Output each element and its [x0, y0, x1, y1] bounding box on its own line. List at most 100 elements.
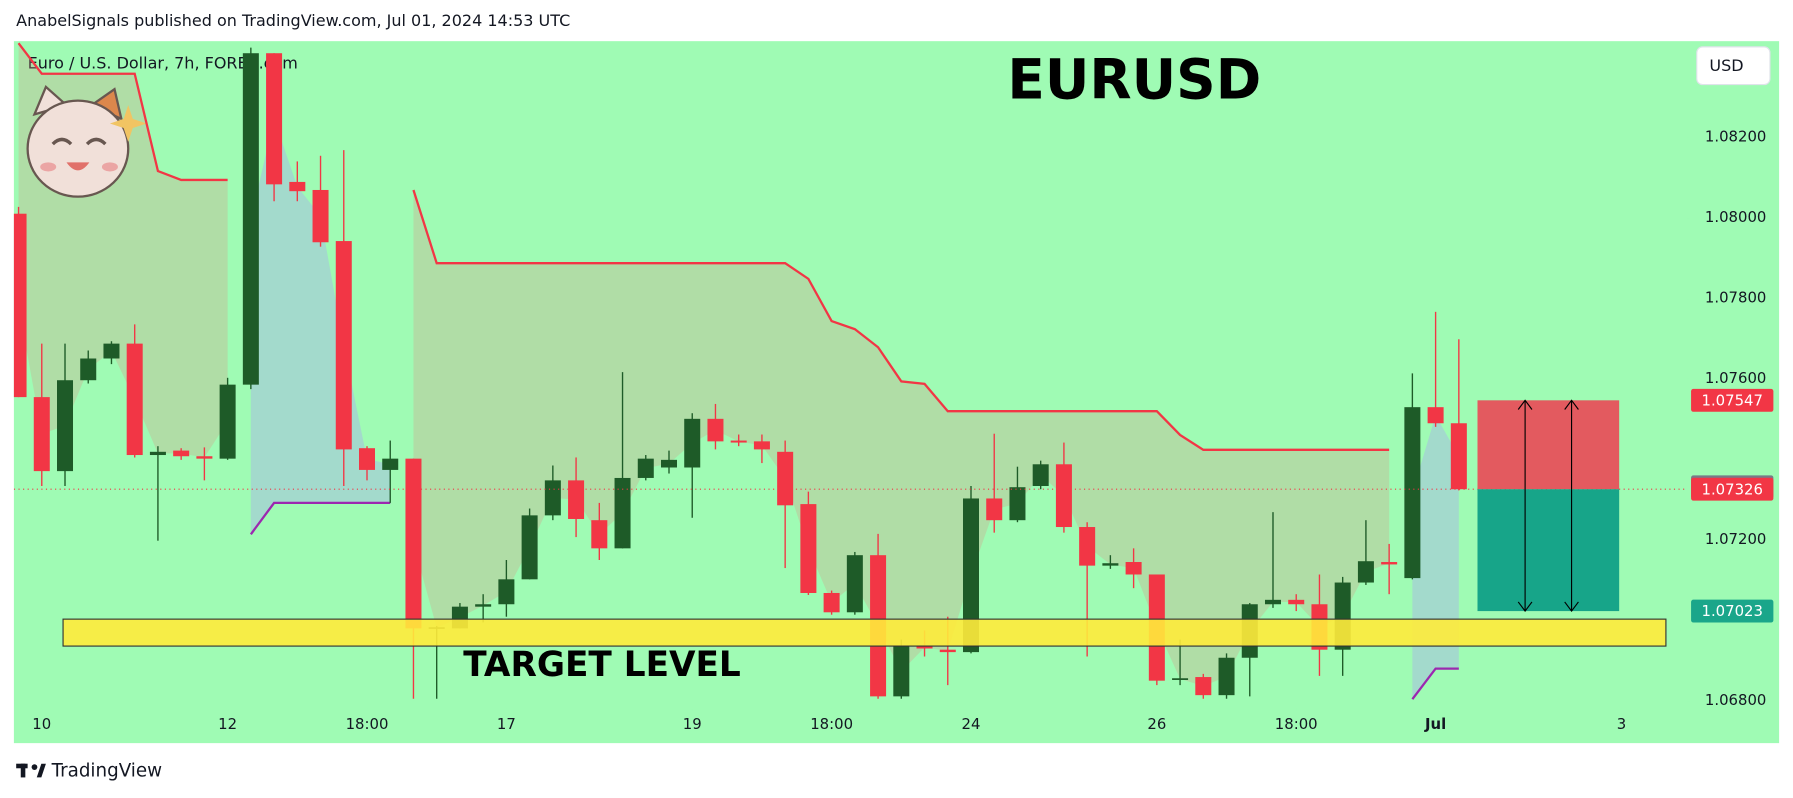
- x-tick-label: 19: [683, 715, 702, 733]
- candle-body: [13, 213, 27, 398]
- candle-body: [939, 649, 956, 653]
- currency-button[interactable]: [1696, 46, 1771, 86]
- x-tick-label: 26: [1147, 715, 1166, 733]
- price-tag-label: 1.07326: [1702, 480, 1763, 498]
- trend-line: [249, 501, 1459, 700]
- candle-body: [893, 646, 910, 697]
- brand-name: TradingView: [51, 761, 163, 782]
- candle-body: [916, 646, 933, 649]
- price-tag-label: 1.07023: [1702, 602, 1763, 620]
- candle-body: [1381, 562, 1398, 565]
- arrow-head: [1564, 399, 1579, 613]
- brand-logo: [16, 763, 46, 778]
- y-tick-label: 1.07800: [1705, 289, 1766, 307]
- candle-body: [1264, 599, 1281, 605]
- candle-body: [266, 53, 283, 185]
- candle-body: [1055, 464, 1072, 528]
- candle-body: [1357, 561, 1374, 583]
- x-tick-label: 18:00: [346, 715, 389, 733]
- position-loss: [1477, 400, 1620, 490]
- currency-label[interactable]: USD: [1709, 56, 1743, 75]
- candle-body: [1172, 678, 1189, 680]
- y-tick-label: 1.08000: [1705, 208, 1766, 226]
- candle-body: [57, 380, 74, 472]
- candle-body: [544, 480, 561, 516]
- candle-body: [1450, 423, 1467, 490]
- trend-fill: [18, 43, 228, 458]
- trend-fill: [413, 189, 1390, 687]
- trend-line: [17, 42, 1390, 451]
- candle-body: [730, 440, 747, 443]
- candle-body: [707, 418, 724, 442]
- candle-body: [33, 397, 50, 472]
- candle-body: [1427, 407, 1444, 424]
- candle-body: [962, 498, 979, 653]
- x-tick-label: 12: [218, 715, 237, 733]
- target-label: TARGET LEVEL: [463, 645, 741, 685]
- price-tag-label: 1.07547: [1702, 391, 1763, 409]
- y-tick-label: 1.07200: [1705, 530, 1766, 548]
- candle-body: [1102, 563, 1119, 566]
- candle-body: [777, 451, 794, 506]
- candle-body: [521, 515, 538, 580]
- arrow-head: [1517, 399, 1533, 613]
- price-tag: [1691, 599, 1774, 623]
- candle-body: [660, 459, 678, 468]
- x-tick-label: 3: [1617, 715, 1626, 733]
- candle-body: [289, 181, 306, 192]
- candle-body: [173, 450, 190, 457]
- x-tick-label: 18:00: [1275, 715, 1318, 733]
- x-tick-label: 18:00: [810, 715, 853, 733]
- candle-body: [358, 448, 376, 470]
- candle-body: [614, 477, 631, 549]
- candle-body: [196, 456, 213, 459]
- y-tick-label: 1.08200: [1705, 128, 1766, 146]
- avatar: [26, 84, 147, 198]
- price-tag: [1691, 477, 1774, 501]
- candle-body: [823, 592, 840, 613]
- candle-body: [126, 343, 143, 456]
- candle-body: [1125, 562, 1142, 575]
- candle-body: [103, 343, 120, 359]
- candle-body: [1218, 657, 1235, 696]
- candle-body: [80, 358, 97, 381]
- x-tick-label: Jul: [1424, 715, 1446, 733]
- candle-body: [312, 189, 329, 243]
- candle-body: [498, 579, 515, 605]
- trend-fill: [250, 118, 391, 535]
- candle-body: [1404, 407, 1421, 579]
- candle-body: [800, 504, 817, 593]
- chart-title: EURUSD: [1007, 48, 1261, 112]
- candle-body: [335, 241, 352, 450]
- target-zone: [62, 618, 1667, 647]
- candle-body: [1009, 487, 1026, 521]
- candle-body: [684, 418, 701, 468]
- y-tick-label: 1.07600: [1705, 369, 1766, 387]
- publisher-line: AnabelSignals published on TradingView.c…: [16, 11, 570, 30]
- price-tag: [1691, 388, 1774, 412]
- candle-body: [242, 53, 259, 385]
- symbol-label: Euro / U.S. Dollar, 7h, FOREX.com: [28, 54, 298, 73]
- x-tick-label: 24: [962, 715, 981, 733]
- candle-body: [1079, 527, 1096, 566]
- candle-body: [382, 458, 399, 470]
- y-tick-label: 1.06800: [1705, 691, 1766, 709]
- candle-body: [591, 520, 608, 549]
- x-tick-label: 17: [497, 715, 516, 733]
- candle-body: [1288, 599, 1305, 605]
- x-tick-label: 10: [32, 715, 51, 733]
- candle-body: [986, 498, 1003, 521]
- candle-body: [1195, 677, 1212, 696]
- candle-body: [1032, 464, 1049, 487]
- plot-area: [13, 42, 1687, 700]
- candle-body: [753, 441, 770, 450]
- candle-body: [846, 555, 863, 613]
- candle-body: [219, 384, 236, 459]
- candle-body: [149, 451, 166, 456]
- position-profit: [1477, 489, 1620, 612]
- candle-body: [475, 604, 492, 607]
- candle-body: [405, 458, 422, 629]
- candle-body: [568, 480, 585, 519]
